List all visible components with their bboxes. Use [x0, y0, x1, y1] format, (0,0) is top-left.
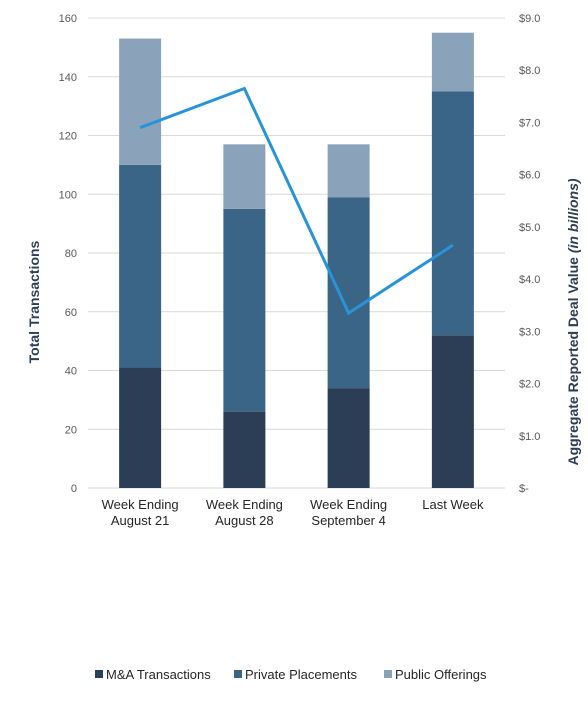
right-tick-label: $-	[519, 483, 529, 495]
right-tick-label: $6.0	[519, 170, 540, 182]
bar-segment	[431, 335, 474, 488]
right-tick-label: $2.0	[519, 379, 540, 391]
bar-segment	[119, 38, 162, 165]
left-tick-label: 80	[65, 248, 77, 260]
legend-item: Public Offerings	[384, 667, 487, 682]
legend-item: Private Placements	[234, 667, 357, 682]
right-axis-title-italic: (in billions)	[565, 178, 581, 253]
legend-label: M&A Transactions	[106, 667, 211, 682]
left-tick-label: 140	[59, 72, 77, 84]
bar-segment	[431, 32, 474, 92]
category-label: Last Week	[422, 497, 484, 512]
legend-swatch	[95, 670, 103, 678]
category-labels: Week Ending August 21 Week Ending August 28…	[102, 497, 484, 528]
right-axis-title-main: Aggregate Reported Deal Value	[565, 253, 581, 465]
bar-segment	[327, 144, 370, 198]
deal-value-polyline	[139, 86, 454, 316]
right-tick-label: $4.0	[519, 274, 540, 286]
legend-swatch	[384, 670, 392, 678]
bar-series	[119, 32, 474, 488]
deal-value-line	[139, 86, 454, 316]
category-label: Week Ending August 28	[206, 497, 283, 528]
right-tick-label: $9.0	[519, 13, 540, 25]
left-tick-label: 0	[71, 483, 77, 495]
left-axis-ticks: 0 20 40 60 80 100 120 140 160	[59, 13, 77, 495]
left-tick-label: 20	[65, 424, 77, 436]
right-tick-label: $7.0	[519, 117, 540, 129]
right-tick-label: $8.0	[519, 65, 540, 77]
bar-segment	[223, 208, 266, 412]
category-label: Week Ending September 4	[310, 497, 387, 528]
right-tick-label: $5.0	[519, 222, 540, 234]
right-tick-label: $3.0	[519, 326, 540, 338]
bar-segment	[223, 144, 266, 209]
bar-segment	[327, 388, 370, 488]
bar-segment	[431, 91, 474, 336]
legend-label: Private Placements	[245, 667, 357, 682]
legend-item: M&A Transactions	[95, 667, 211, 682]
right-axis-ticks: $- $1.0 $2.0 $3.0 $4.0 $5.0 $6.0 $7.0 $8.0 $9.0	[519, 13, 540, 495]
bar-segment	[119, 367, 162, 488]
left-tick-label: 40	[65, 366, 77, 378]
right-tick-label: $1.0	[519, 431, 540, 443]
legend: M&A Transactions Private Placements Public…	[95, 667, 487, 682]
left-axis-title: Total Transactions	[26, 240, 42, 363]
legend-swatch	[234, 670, 242, 678]
bar-segment	[119, 164, 162, 368]
left-tick-label: 100	[59, 189, 77, 201]
left-tick-label: 60	[65, 307, 77, 319]
left-tick-label: 120	[59, 131, 77, 143]
left-tick-label: 160	[59, 13, 77, 25]
legend-label: Public Offerings	[395, 667, 487, 682]
right-axis-title: Aggregate Reported Deal Value (in billio…	[565, 178, 581, 465]
category-label: Week Ending August 21	[102, 497, 179, 528]
bar-segment	[223, 411, 266, 488]
bar-segment	[327, 197, 370, 389]
